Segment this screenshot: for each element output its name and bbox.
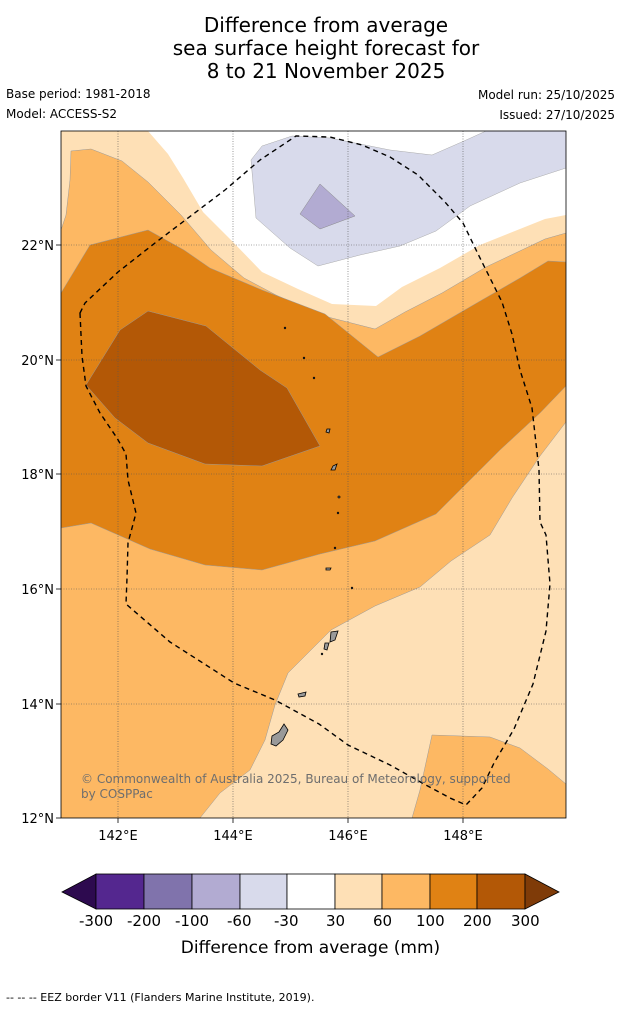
colorbar-swatch-neutral [286,873,336,910]
island-guguan [336,511,340,515]
eez-legend: -- -- -- EEZ border V11 (Flanders Marine… [6,991,315,1004]
colorbar-swatch-200 [476,873,526,910]
lat-label-12n: 12°N [21,812,54,827]
colorbar-swatch-minus60 [239,873,288,910]
colorbar-label-minus100: -100 [175,912,210,930]
zone-minus-60-30 [250,131,566,267]
colorbar-label-minus60: -60 [227,912,252,930]
zone-200-300 [85,310,321,467]
colorbar-label-200: 200 [463,912,492,930]
colorbar [61,873,560,910]
lon-label-142e: 142°E [98,829,138,844]
island-guam [270,723,289,747]
title-line-2: sea surface height forecast for [172,36,480,60]
colorbar-label-minus300: -300 [79,912,114,930]
island-anatahan [325,567,332,571]
lat-label-20n: 20°N [21,354,54,369]
island-alamagan [337,495,341,499]
latitude-labels: 22°N 20°N 18°N 16°N 14°N 12°N [21,239,54,827]
island-zealandia [350,586,354,590]
issued-date: Issued: 27/10/2025 [499,108,615,122]
island-tinian [323,642,330,651]
island-farallon [283,326,287,330]
lon-label-144e: 144°E [213,829,253,844]
tick-marks [56,244,464,823]
longitude-labels: 142°E 144°E 146°E 148°E [98,829,483,844]
island-sarigan [333,546,337,550]
map-frame [60,130,567,819]
model-name: Model: ACCESS-S2 [6,107,118,121]
lon-label-146e: 146°E [328,829,368,844]
lat-label-22n: 22°N [21,239,54,254]
base-period: Base period: 1981-2018 [6,87,151,101]
island-asuncion [312,376,316,380]
copyright-notice: © Commonwealth of Australia 2025, Bureau… [81,772,511,801]
zone-60-100-southeast [411,734,566,818]
map-area [61,131,566,818]
colorbar-extend-low [61,873,97,910]
island-agrihan [325,428,331,434]
colorbar-swatch-minus100 [191,873,241,910]
colorbar-swatch-100 [429,873,478,910]
colorbar-label-minus30: -30 [274,912,299,930]
colorbar-swatch-minus300 [95,873,145,910]
island-pagan [330,463,338,471]
colorbar-swatch-60 [381,873,431,910]
colorbar-title: Difference from average (mm) [180,938,441,958]
islands [270,326,354,747]
title-line-3: 8 to 21 November 2025 [206,59,446,83]
colorbar-swatch-30 [334,873,383,910]
zone-minus-100-60 [299,183,356,230]
colorbar-label-300: 300 [511,912,540,930]
title-line-1: Difference from average [203,13,449,37]
island-rota [297,691,307,698]
colorbar-swatch-minus200 [143,873,193,910]
colorbar-label-30: 30 [326,912,346,930]
colorbar-label-100: 100 [416,912,445,930]
map-title: Difference from average sea surface heig… [0,14,621,83]
lon-label-148e: 148°E [443,829,483,844]
colorbar-extend-high [524,873,560,910]
colorbar-label-60: 60 [373,912,393,930]
eez-border [79,135,551,806]
lat-label-16n: 16°N [21,583,54,598]
graticule [61,131,566,818]
lat-label-18n: 18°N [21,468,54,483]
model-run: Model run: 25/10/2025 [477,88,615,102]
island-aguijan [320,652,324,656]
lat-label-14n: 14°N [21,698,54,713]
zone-100-200 [61,229,566,571]
colorbar-label-minus200: -200 [127,912,162,930]
island-maug [302,356,306,360]
island-saipan [329,630,339,643]
